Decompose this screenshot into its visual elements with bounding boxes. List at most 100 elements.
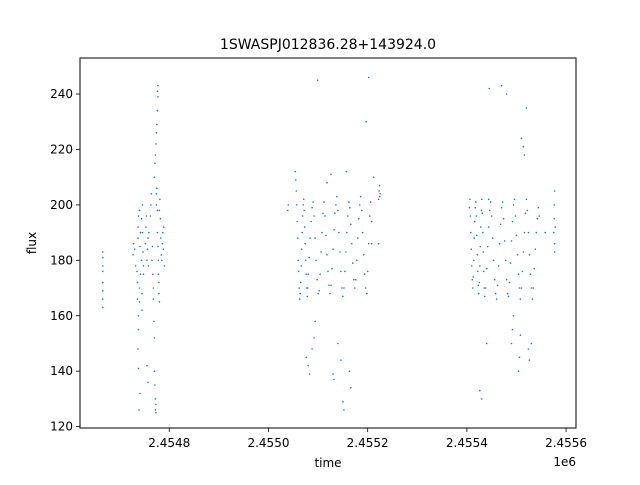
- data-point: [507, 295, 510, 298]
- data-point: [161, 259, 163, 262]
- data-point: [521, 270, 524, 273]
- data-point: [476, 254, 479, 256]
- data-point: [349, 206, 351, 209]
- data-point: [157, 259, 160, 262]
- data-point: [102, 256, 104, 259]
- data-point: [159, 217, 162, 220]
- data-point: [510, 240, 513, 242]
- data-point: [326, 181, 328, 184]
- data-point: [483, 287, 486, 289]
- data-point: [295, 190, 298, 192]
- data-point: [147, 237, 149, 239]
- data-point: [147, 381, 149, 384]
- data-point: [491, 237, 494, 239]
- data-point: [157, 96, 159, 98]
- data-point: [137, 328, 140, 331]
- data-point: [158, 292, 160, 295]
- data-point: [153, 176, 156, 178]
- data-point: [141, 204, 144, 206]
- data-point: [481, 212, 484, 214]
- plot-area-frame: [79, 57, 577, 429]
- data-point: [476, 234, 478, 237]
- data-point: [488, 87, 491, 90]
- data-point: [530, 342, 533, 345]
- x-tick-label: 2.4554: [446, 436, 488, 450]
- data-point: [156, 123, 158, 126]
- data-point: [480, 209, 483, 212]
- data-point: [146, 364, 148, 367]
- data-point: [311, 206, 313, 209]
- data-point: [309, 237, 311, 239]
- data-point: [469, 198, 471, 201]
- data-point: [137, 215, 140, 217]
- data-point: [553, 217, 555, 220]
- data-point: [378, 184, 381, 187]
- data-point: [138, 409, 140, 411]
- data-point: [471, 278, 474, 281]
- data-point: [518, 356, 521, 359]
- data-point: [305, 356, 308, 359]
- data-point: [501, 201, 504, 203]
- x-axis-ticks: 2.4548 2.4550 2.4552 2.4554 2.4556: [148, 428, 587, 450]
- data-point: [470, 231, 472, 234]
- data-point: [502, 217, 505, 220]
- data-point: [157, 273, 160, 276]
- data-point: [481, 198, 483, 201]
- data-point: [132, 242, 135, 245]
- data-point: [500, 206, 503, 209]
- data-point: [156, 231, 159, 234]
- data-point: [154, 154, 157, 156]
- data-point: [160, 254, 163, 256]
- data-point: [520, 137, 523, 140]
- data-point: [332, 373, 334, 375]
- data-point: [137, 315, 140, 317]
- data-point: [348, 370, 351, 373]
- data-point: [358, 204, 361, 206]
- data-point: [367, 76, 370, 79]
- data-point: [311, 348, 313, 350]
- data-point: [511, 328, 514, 331]
- data-point: [351, 242, 353, 245]
- y-tick-label: 140: [50, 364, 73, 378]
- data-points: [102, 76, 556, 414]
- data-point: [295, 179, 297, 181]
- data-point: [341, 287, 343, 289]
- data-point: [138, 287, 141, 289]
- data-point: [496, 284, 499, 287]
- data-point: [157, 245, 159, 248]
- data-point: [139, 231, 142, 234]
- data-point: [468, 206, 471, 209]
- data-point: [155, 132, 158, 134]
- data-point: [136, 270, 138, 273]
- data-point: [158, 301, 161, 303]
- data-point: [151, 259, 153, 262]
- y-tick-label: 160: [50, 309, 73, 323]
- y-axis-label: flux: [25, 232, 39, 254]
- y-axis-ticks: 120 140 160 180 200 220 240: [50, 87, 80, 434]
- data-point: [333, 229, 335, 231]
- data-point: [313, 337, 315, 339]
- data-point: [150, 193, 153, 195]
- data-point: [356, 259, 358, 262]
- x-tick-label: 2.4548: [148, 436, 190, 450]
- data-point: [530, 287, 533, 289]
- data-point: [142, 251, 144, 253]
- data-point: [336, 195, 338, 198]
- data-point: [161, 242, 164, 245]
- y-tick-label: 120: [50, 420, 73, 434]
- data-point: [514, 215, 517, 217]
- data-point: [486, 245, 489, 248]
- data-point: [344, 270, 346, 273]
- data-point: [313, 215, 315, 217]
- data-point: [345, 251, 347, 253]
- data-point: [156, 90, 159, 93]
- data-point: [495, 298, 498, 300]
- data-point: [307, 273, 310, 276]
- data-point: [150, 204, 152, 206]
- data-point: [553, 190, 556, 192]
- data-point: [346, 231, 348, 234]
- y-tick-label: 220: [50, 142, 73, 156]
- data-point: [480, 226, 482, 228]
- data-point: [314, 237, 316, 239]
